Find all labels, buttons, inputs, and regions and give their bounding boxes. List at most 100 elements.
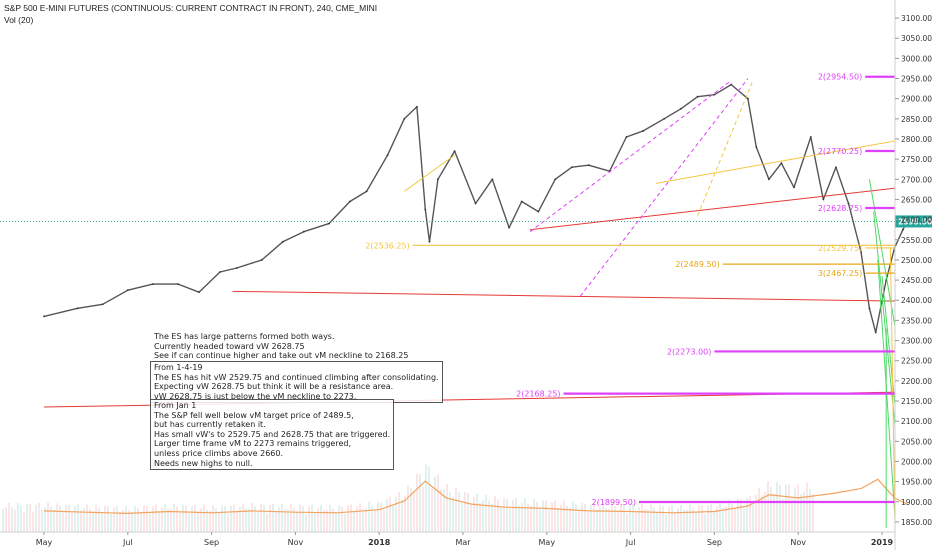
volume-bar	[614, 506, 616, 532]
volume-bar	[218, 512, 220, 532]
annotation-intro: The ES has large patterns formed both wa…	[154, 332, 408, 361]
volume-bar	[608, 508, 610, 532]
price-point	[902, 228, 904, 231]
volume-bar	[362, 508, 364, 532]
volume-bar	[47, 502, 49, 532]
y-tick-label: 2550.00	[901, 236, 932, 245]
volume-bar	[701, 505, 703, 532]
volume-bar	[266, 513, 268, 532]
volume-bar	[269, 504, 271, 532]
volume-bar	[785, 484, 787, 532]
volume-bar	[635, 510, 637, 532]
volume-bar	[281, 503, 283, 532]
volume-bar	[311, 505, 313, 532]
level-lines-group: 2(2954.50) 2(2770.25) 2(2628.75) 2(2536.25)…	[365, 73, 895, 507]
volume-bar	[668, 506, 670, 532]
volume-bar	[152, 506, 154, 532]
volume-bar	[317, 507, 319, 532]
volume-bar	[299, 504, 301, 532]
price-point	[43, 315, 45, 318]
volume-bar	[230, 505, 232, 532]
price-point	[642, 130, 645, 132]
volume-bar	[245, 508, 247, 532]
volume-bar	[596, 510, 598, 532]
annotation-line: The ES has hit vW 2529.75 and continued …	[154, 372, 439, 382]
volume-bar	[530, 505, 532, 532]
volume-bar	[620, 503, 622, 532]
volume-bar	[80, 510, 82, 532]
annotation-line: From 1-4-19	[154, 363, 203, 372]
price-point	[868, 307, 871, 310]
volume-bar	[572, 501, 574, 532]
volume-bar	[326, 509, 328, 532]
volume-bar	[704, 513, 706, 532]
volume-bar	[194, 504, 196, 532]
volume-bar	[32, 511, 34, 532]
price-point	[126, 289, 129, 292]
volume-bar	[482, 500, 484, 532]
volume-bar	[419, 474, 421, 532]
volume-bar	[284, 509, 286, 532]
price-point	[809, 136, 812, 138]
volume-pane	[2, 464, 908, 532]
volume-bar	[626, 513, 628, 532]
volume-bar	[773, 493, 775, 532]
volume-bar	[395, 497, 397, 532]
volume-bar	[611, 503, 613, 532]
volume-bar	[104, 505, 106, 532]
price-point	[436, 178, 439, 181]
volume-bar	[107, 506, 109, 532]
volume-bar	[131, 511, 133, 532]
volume-bar	[440, 489, 442, 532]
y-tick-label: 2400.00	[901, 296, 932, 305]
volume-bar	[722, 507, 724, 532]
volume-bar	[542, 499, 544, 532]
price-point	[730, 83, 733, 86]
volume-bar	[587, 512, 589, 532]
volume-bar	[350, 504, 352, 532]
volume-bar	[518, 505, 520, 532]
volume-bar	[287, 509, 289, 532]
price-point	[302, 230, 305, 233]
trend-line	[889, 247, 896, 526]
volume-bar	[413, 490, 415, 532]
volume-bar	[179, 511, 181, 532]
price-point	[860, 250, 862, 253]
volume-bar	[278, 506, 280, 532]
volume-bar	[398, 491, 400, 532]
annotation-line: Has small vW's to 2529.75 and 2628.75 th…	[154, 429, 391, 439]
volume-bar	[791, 497, 793, 532]
volume-bar	[584, 503, 586, 532]
last-price-tag	[895, 215, 932, 228]
volume-bar	[59, 505, 61, 532]
volume-bar	[347, 505, 349, 532]
volume-bar	[197, 511, 199, 532]
volume-bar	[431, 486, 433, 532]
volume-bar	[308, 506, 310, 532]
volume-bar	[698, 504, 700, 532]
volume-bar	[290, 504, 292, 532]
volume-bar	[122, 509, 124, 532]
volume-bar	[623, 504, 625, 532]
volume-bar	[260, 503, 262, 532]
volume-bar	[539, 508, 541, 532]
price-point	[76, 307, 79, 310]
volume-bar	[764, 492, 766, 532]
volume-bar	[629, 505, 631, 532]
price-point	[571, 166, 573, 169]
annotation-line: unless price climbs above 2660.	[154, 448, 284, 458]
volume-bar	[737, 498, 739, 532]
price-point	[403, 117, 406, 120]
y-tick-label: 2950.00	[901, 75, 932, 84]
y-tick-label: 2700.00	[901, 175, 932, 184]
volume-bar	[590, 504, 592, 532]
volume-bar	[101, 513, 103, 532]
target-level-label: 2(2536.25)	[365, 241, 409, 250]
volume-bar	[254, 505, 256, 532]
volume-bar	[524, 498, 526, 532]
price-point	[198, 291, 200, 294]
volume-bar	[644, 509, 646, 532]
volume-bar	[617, 511, 619, 532]
target-level-label: 2(2489.50)	[675, 260, 719, 269]
